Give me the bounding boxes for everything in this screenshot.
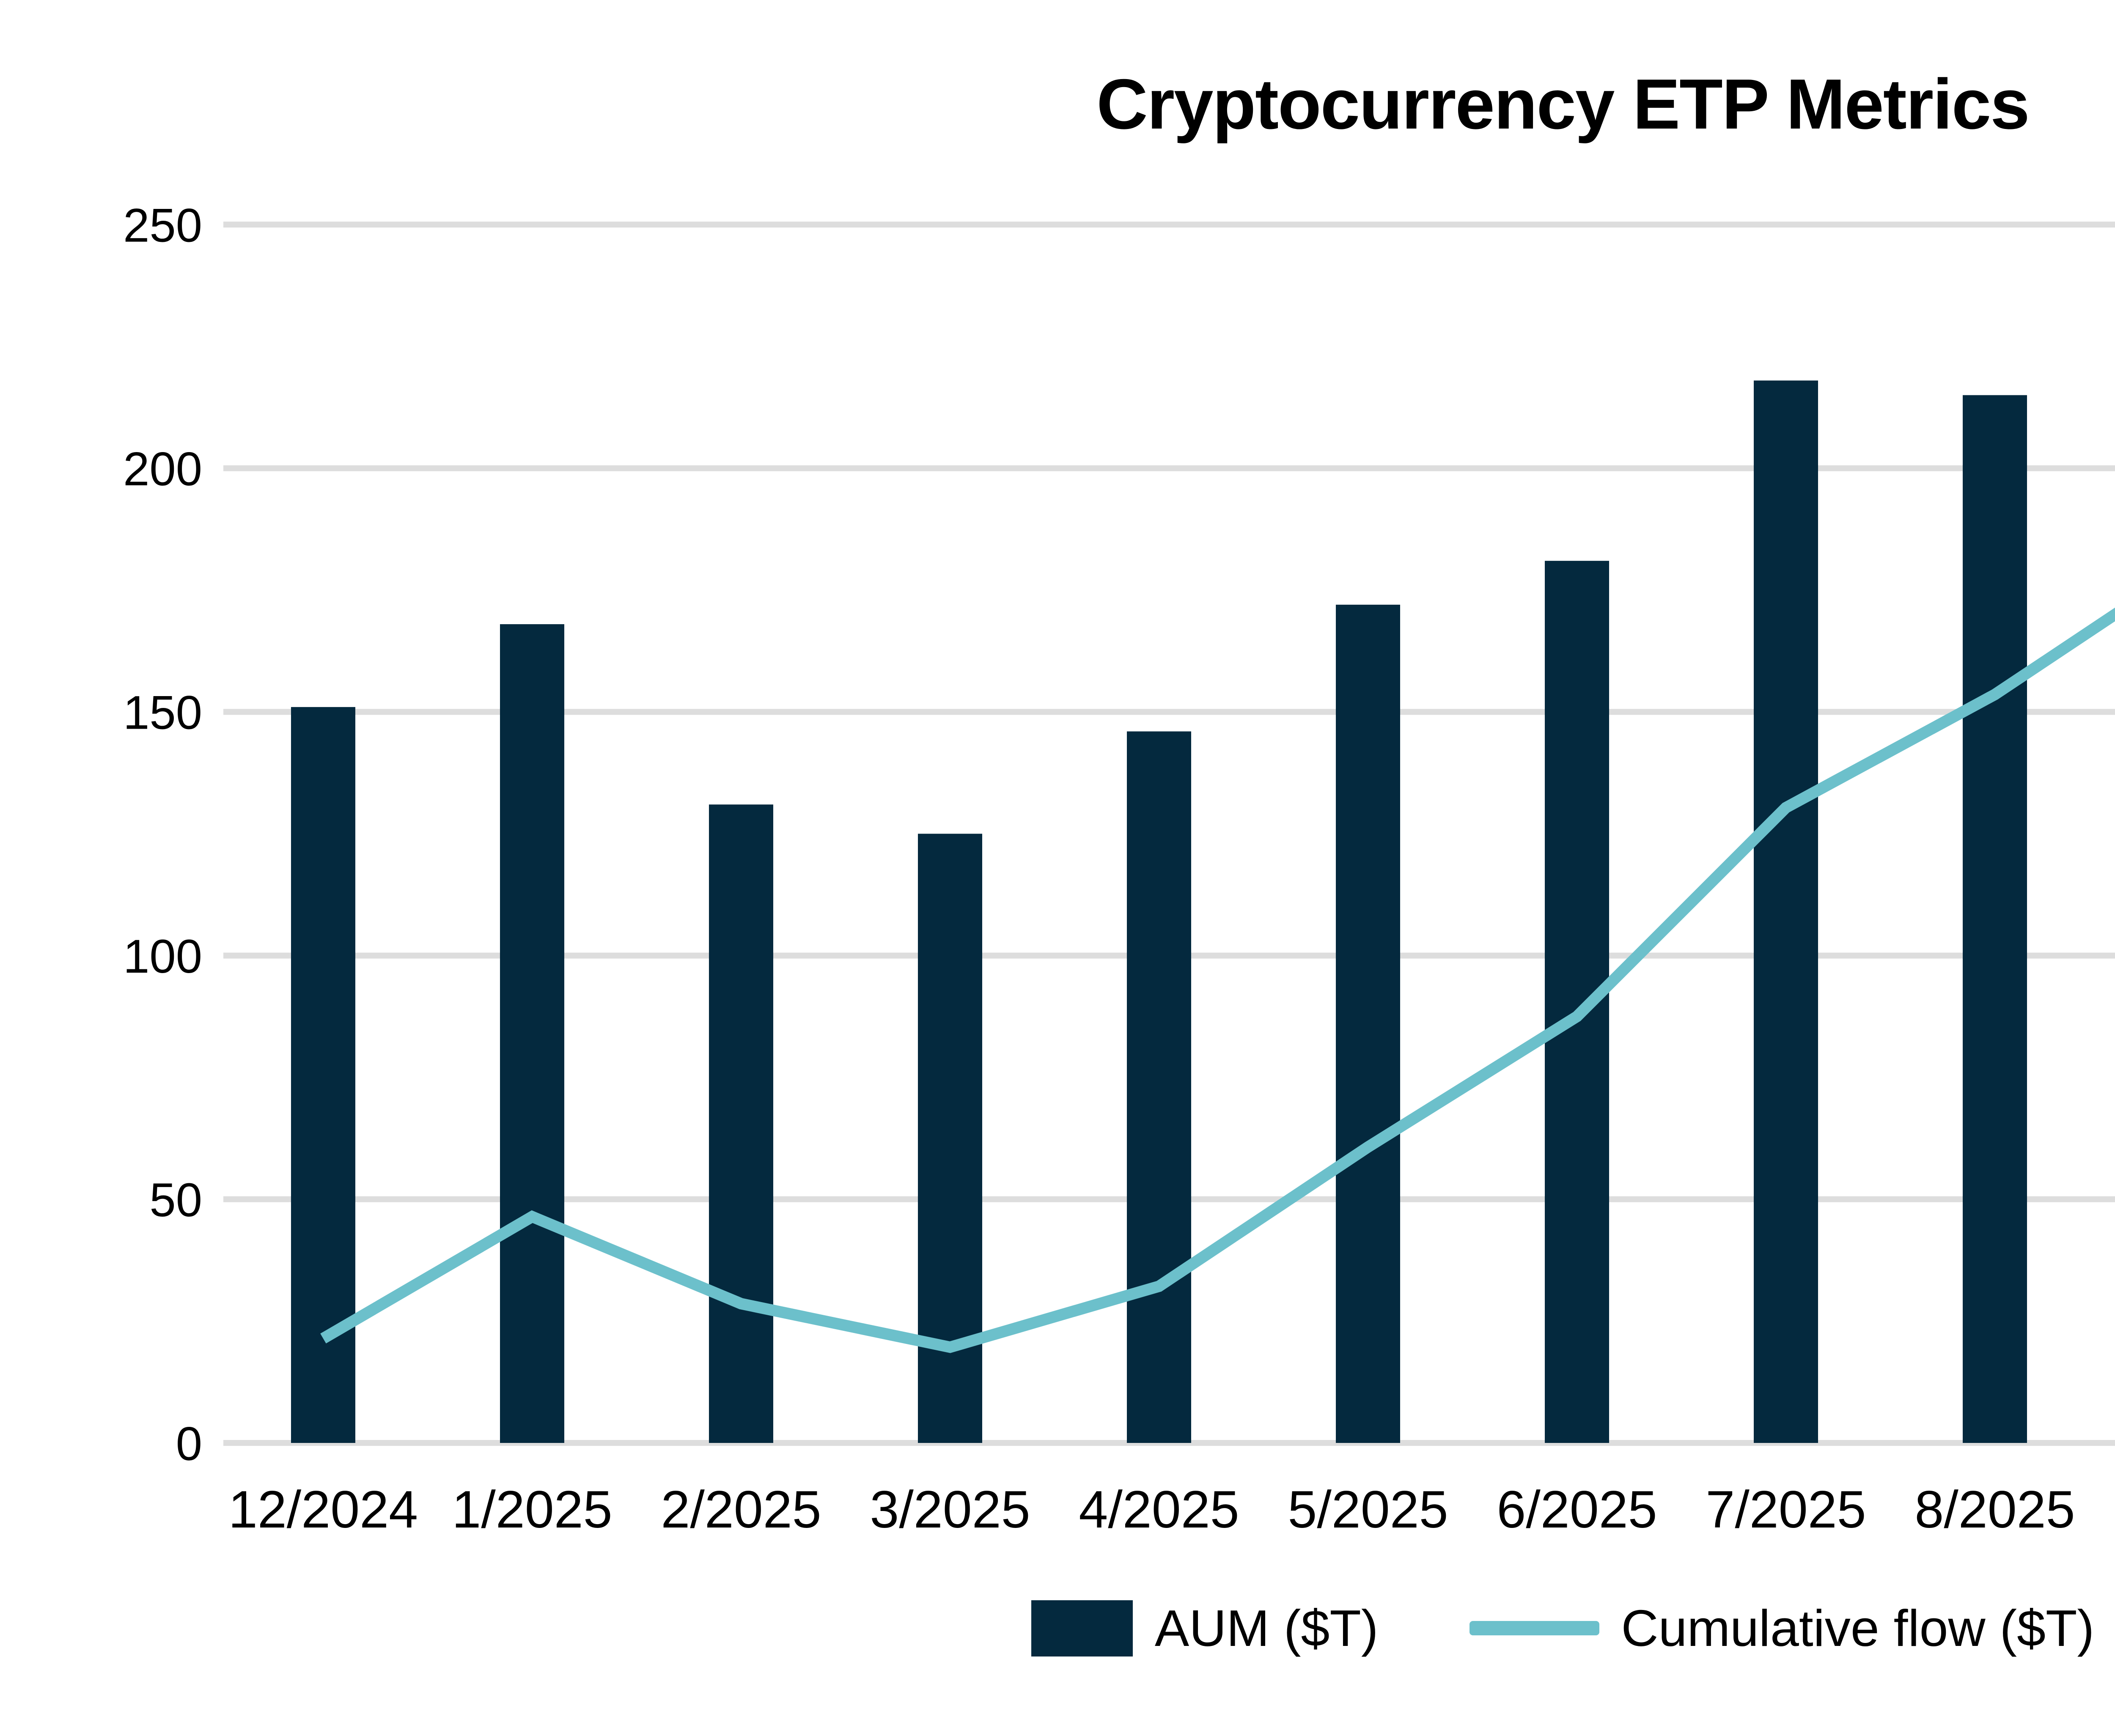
x-axis-label: 8/2025 <box>1914 1481 2075 1539</box>
flow-line-swatch-icon <box>1469 1621 1599 1635</box>
x-axis-label: 5/2025 <box>1288 1481 1448 1539</box>
flow-line <box>320 607 2115 1353</box>
left-axis-tick-label: 100 <box>123 930 202 983</box>
x-axis-label: 1/2025 <box>452 1481 612 1539</box>
x-axis-label: 6/2025 <box>1497 1481 1657 1539</box>
x-axis-label: 4/2025 <box>1079 1481 1239 1539</box>
aum-bar <box>500 624 564 1443</box>
aum-bar-swatch-icon <box>1031 1600 1133 1656</box>
x-axis-label: 2/2025 <box>661 1481 821 1539</box>
aum-bar <box>1127 731 1191 1443</box>
left-axis-tick-label: 50 <box>149 1174 202 1226</box>
legend-item-flow: Cumulative flow ($T) <box>1469 1599 2095 1658</box>
aum-legend-label: AUM ($T) <box>1154 1599 1379 1657</box>
aum-bar <box>709 804 773 1443</box>
left-axis-tick-label: 150 <box>123 686 202 739</box>
x-axis-label: 7/2025 <box>1706 1481 1866 1539</box>
aum-bar <box>1963 395 2027 1443</box>
aum-bar <box>1336 604 1400 1443</box>
flow-legend-label: Cumulative flow ($T) <box>1621 1599 2095 1657</box>
chart-legend: AUM ($T) Cumulative flow ($T) <box>0 1599 2115 1658</box>
left-axis-tick-label: 0 <box>176 1417 202 1470</box>
x-axis-label: 3/2025 <box>870 1481 1030 1539</box>
left-axis-tick-label: 200 <box>123 443 202 496</box>
left-axis-tick-label: 250 <box>123 199 202 252</box>
x-axis-label: 12/2024 <box>228 1481 418 1539</box>
chart-title: Cryptocurrency ETP Metrics <box>1096 64 2030 144</box>
legend-item-aum: AUM ($T) <box>1031 1599 1379 1658</box>
aum-bar <box>1754 380 1818 1443</box>
